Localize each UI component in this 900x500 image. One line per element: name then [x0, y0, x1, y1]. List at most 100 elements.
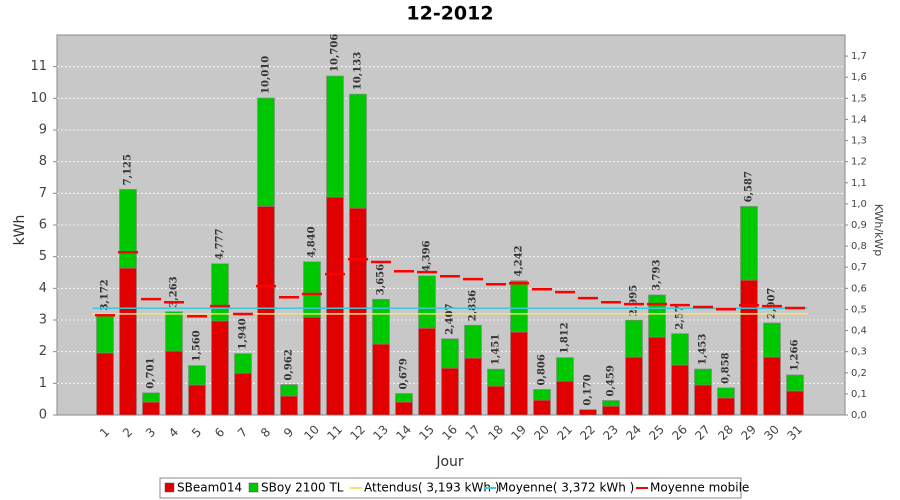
x-tick-label: 27 — [692, 422, 713, 443]
y-tick-label: 8 — [39, 154, 47, 169]
bar-segment — [694, 384, 712, 416]
bar-segment — [487, 368, 505, 387]
x-tick-label: 25 — [646, 422, 667, 443]
y2-tick-label: 1,3 — [851, 136, 867, 147]
bar-segment — [303, 261, 321, 318]
bar-segment — [625, 356, 643, 416]
bar-segment — [119, 267, 137, 416]
value-label: 2,836 — [468, 290, 479, 321]
bar-segment — [763, 322, 781, 358]
bar-segment — [96, 352, 114, 416]
value-label: 0,806 — [537, 354, 548, 385]
bar-segment — [211, 320, 229, 416]
bar-segment — [165, 311, 183, 352]
value-label: 0,679 — [399, 358, 410, 389]
x-tick-label: 18 — [485, 422, 506, 443]
value-label: 0,858 — [721, 352, 732, 383]
x-tick-label: 9 — [281, 425, 296, 440]
bar-segment — [234, 372, 252, 416]
value-label: 7,125 — [123, 154, 134, 185]
bar-segment — [280, 384, 298, 397]
y2-tick-label: 0,9 — [851, 220, 867, 231]
value-label: 3,656 — [376, 264, 387, 295]
bar-segment — [142, 401, 160, 416]
bar-segment — [441, 338, 459, 369]
bar-segment — [556, 380, 574, 416]
value-label: 1,812 — [560, 322, 571, 353]
value-label: 1,560 — [192, 330, 203, 361]
x-tick-label: 4 — [166, 425, 181, 440]
bar-segment — [418, 327, 436, 416]
value-label: 3,263 — [169, 276, 180, 307]
y-tick-label: 6 — [39, 218, 47, 233]
bar-segment — [786, 390, 804, 416]
value-label: 2,907 — [767, 288, 778, 319]
x-tick-label: 14 — [393, 422, 414, 443]
legend-label: Moyenne mobile — [650, 481, 749, 495]
bar-segment — [349, 207, 367, 416]
x-tick-label: 29 — [738, 422, 759, 443]
x-tick-label: 2 — [120, 425, 135, 440]
bar-segment — [188, 384, 206, 416]
x-axis-title: Jour — [435, 454, 464, 470]
value-label: 2,995 — [629, 285, 640, 316]
value-label: 3,793 — [652, 260, 663, 291]
bar-segment — [602, 400, 620, 407]
x-tick-label: 6 — [212, 425, 227, 440]
y-tick-label: 2 — [39, 344, 47, 359]
legend-swatch — [248, 482, 259, 493]
y-tick-label: 3 — [39, 313, 47, 328]
legend-label: Moyenne( 3,372 kWh ) — [498, 481, 634, 495]
y2-tick-label: 0,5 — [851, 304, 867, 315]
legend-label: SBeam014 — [177, 481, 242, 495]
y2-axis-title: KWh/kWp — [872, 204, 885, 257]
value-label: 1,266 — [790, 340, 801, 371]
bar-segment — [326, 196, 344, 416]
bar-segment — [648, 336, 666, 416]
bar-segment — [556, 357, 574, 382]
bar-segment — [510, 331, 528, 416]
bar-segment — [648, 294, 666, 338]
bar-segment — [671, 333, 689, 366]
bar-segment — [326, 75, 344, 198]
bar-segment — [671, 364, 689, 416]
bar-segment — [372, 343, 390, 416]
value-label: 10,706 — [330, 34, 341, 72]
value-label: 4,396 — [422, 240, 433, 271]
bar-segment — [441, 367, 459, 416]
bar-segment — [464, 324, 482, 359]
value-label: 4,840 — [307, 226, 318, 257]
bar-segment — [740, 279, 758, 416]
x-tick-label: 21 — [554, 422, 575, 443]
bar-segment — [211, 263, 229, 322]
x-tick-label: 24 — [623, 422, 644, 443]
legend-label: Attendus( 3,193 kWh ) — [364, 481, 499, 495]
bar-segment — [533, 399, 551, 416]
y2-tick-label: 0,4 — [851, 326, 867, 337]
chart-title: 12-2012 — [406, 3, 493, 25]
x-tick-label: 28 — [715, 422, 736, 443]
bar-segment — [119, 189, 137, 269]
y-tick-label: 5 — [39, 249, 47, 264]
bar-segment — [763, 356, 781, 416]
y2-tick-label: 0,6 — [851, 283, 867, 294]
x-tick-label: 19 — [508, 422, 529, 443]
bar-segment — [786, 374, 804, 392]
y-axis-title: kWh — [12, 215, 28, 246]
y2-tick-label: 0,0 — [851, 410, 867, 421]
bar-segment — [165, 350, 183, 416]
value-label: 0,701 — [146, 357, 157, 388]
y2-tick-label: 0,3 — [851, 347, 867, 358]
bar-segment — [579, 409, 597, 416]
value-label: 2,57 — [675, 305, 686, 329]
bar-segment — [257, 206, 275, 416]
y2-tick-label: 1,6 — [851, 72, 867, 83]
y-tick-label: 10 — [30, 91, 47, 106]
y2-tick-label: 0,2 — [851, 368, 867, 379]
bar-segment — [694, 368, 712, 386]
y-tick-label: 1 — [39, 376, 47, 391]
bar-segment — [280, 395, 298, 416]
x-tick-label: 20 — [531, 422, 552, 443]
bar-segment — [188, 365, 206, 386]
x-tick-label: 11 — [324, 422, 345, 443]
